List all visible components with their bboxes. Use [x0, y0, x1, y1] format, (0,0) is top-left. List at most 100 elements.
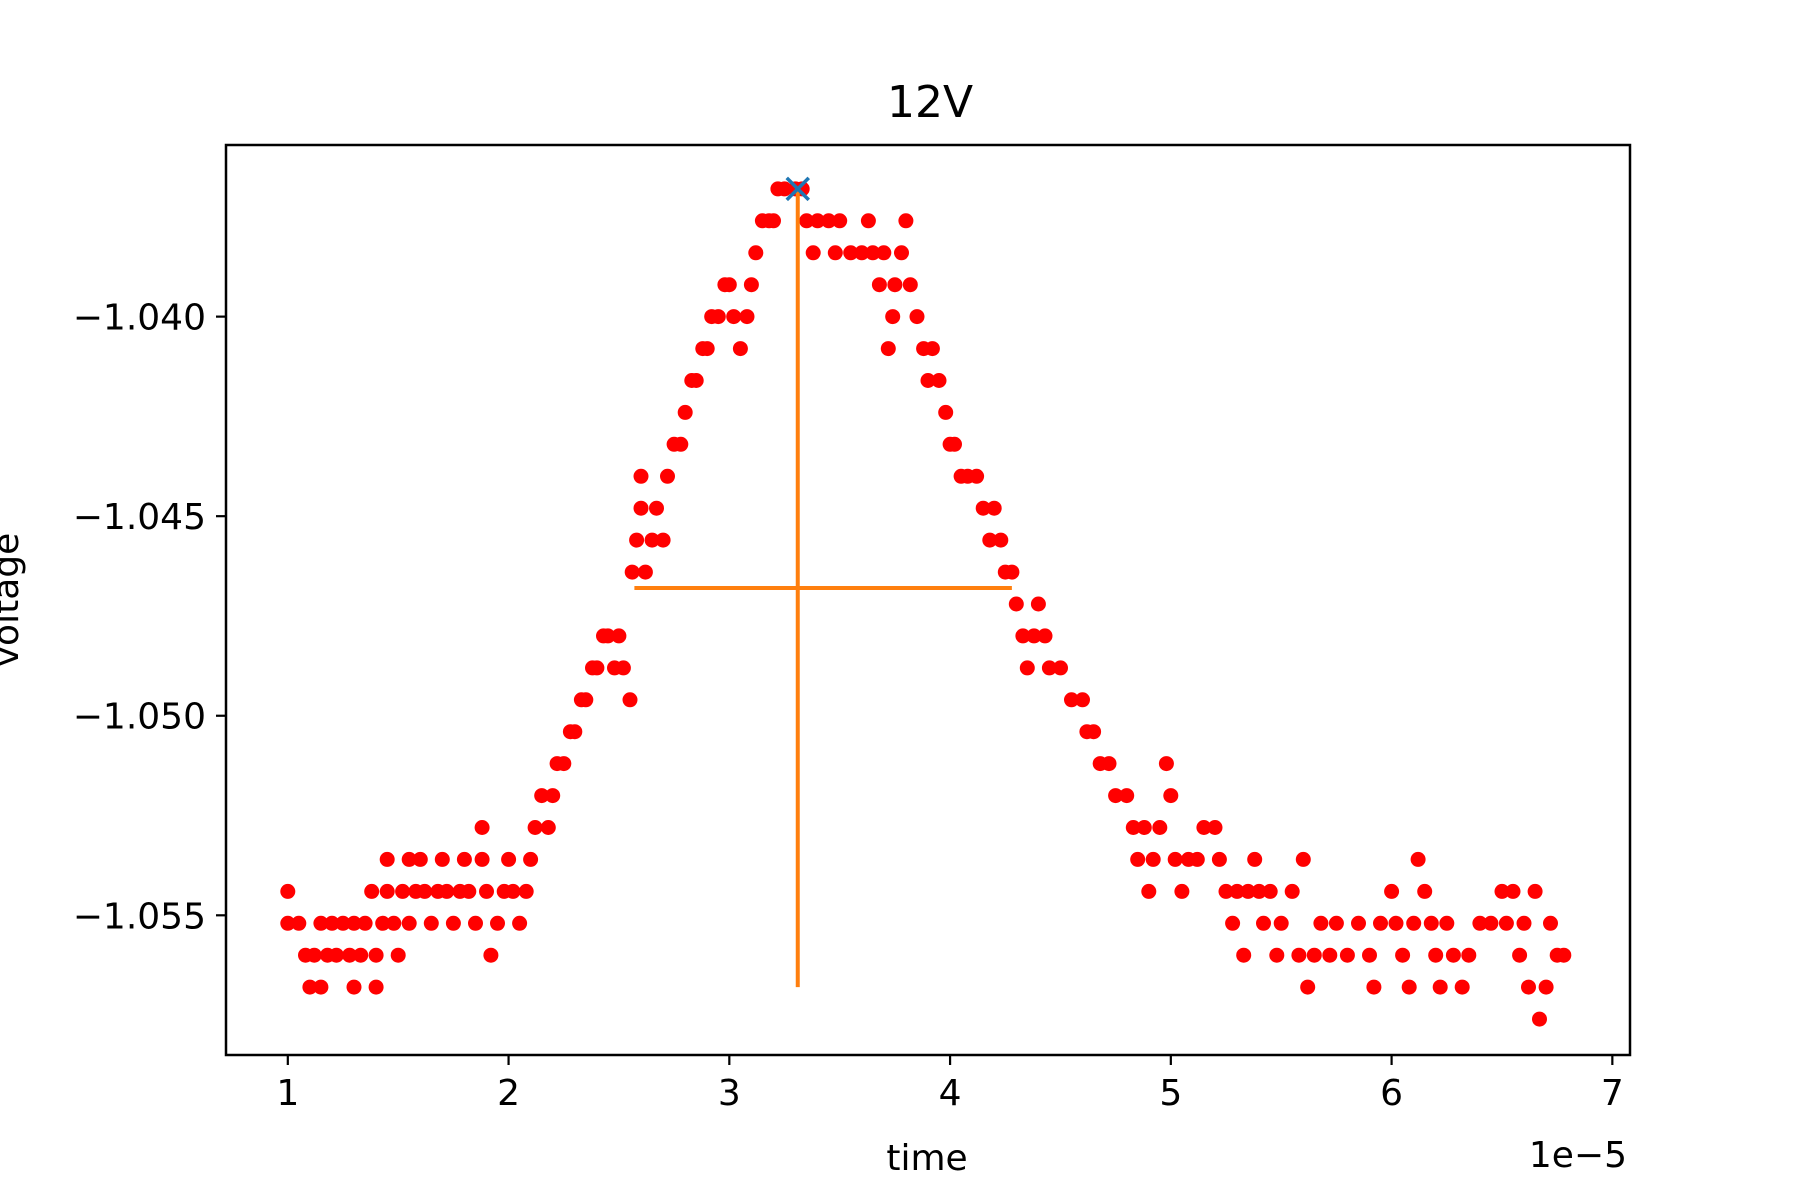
chart-title: 12V	[887, 77, 973, 128]
data-point-0-167	[1218, 883, 1234, 899]
data-point-0-119	[909, 309, 925, 325]
data-point-0-44	[490, 915, 505, 931]
data-point-0-131	[982, 532, 998, 548]
data-point-0-208	[1498, 915, 1514, 931]
data-point-0-185	[1328, 915, 1344, 931]
x-axis-offset-text: 1e−5	[1529, 1135, 1627, 1176]
data-point-0-58	[567, 724, 583, 740]
data-point-0-51	[527, 820, 543, 835]
data-point-0-40	[474, 851, 490, 867]
data-point-0-168	[1225, 915, 1241, 931]
data-point-0-138	[1019, 660, 1035, 676]
data-point-0-106	[832, 213, 848, 229]
data-point-0-69	[624, 564, 640, 580]
data-point-0-67	[615, 660, 631, 676]
data-point-0-191	[1384, 883, 1400, 899]
data-point-0-30	[417, 883, 433, 899]
data-point-0-158	[1158, 756, 1174, 772]
data-point-0-46	[501, 851, 517, 867]
data-point-0-210	[1512, 947, 1528, 963]
plot-data-layer	[280, 176, 1572, 1027]
data-point-0-1	[280, 915, 296, 931]
data-point-0-145	[1075, 692, 1090, 708]
data-point-0-209	[1505, 883, 1521, 899]
data-point-0-137	[1015, 628, 1031, 644]
data-point-0-157	[1152, 820, 1168, 835]
data-point-0-200	[1432, 979, 1448, 995]
data-point-0-212	[1521, 979, 1536, 995]
x-axis-ticks: 1 2 3 4 5 6 7	[276, 1055, 1624, 1114]
data-point-0-10	[328, 947, 344, 963]
data-point-0-54	[545, 788, 561, 804]
data-point-0-204	[1461, 947, 1477, 963]
data-point-0-49	[518, 883, 534, 899]
data-point-0-56	[556, 756, 572, 772]
data-point-0-196	[1410, 851, 1426, 867]
data-point-0-180	[1295, 851, 1311, 867]
data-point-0-15	[353, 947, 369, 963]
data-point-0-133	[993, 532, 1009, 548]
data-point-0-156	[1145, 851, 1161, 867]
data-point-0-199	[1428, 947, 1444, 963]
data-point-0-16	[357, 915, 373, 931]
data-point-0-165	[1207, 820, 1223, 835]
data-point-0-110	[865, 245, 881, 261]
data-point-0-109	[860, 213, 876, 229]
data-point-0-2	[291, 915, 307, 931]
data-point-0-193	[1395, 947, 1411, 963]
data-point-0-43	[483, 947, 499, 963]
x-tick-label-6: 7	[1601, 1073, 1624, 1114]
data-point-0-170	[1236, 947, 1252, 963]
data-point-0-151	[1119, 788, 1135, 804]
data-point-0-37	[456, 851, 472, 867]
data-point-0-22	[379, 883, 395, 899]
data-point-0-60	[578, 692, 594, 708]
data-point-0-42	[479, 883, 494, 899]
data-point-0-118	[902, 277, 918, 293]
data-point-0-176	[1269, 947, 1285, 963]
data-point-0-39	[468, 915, 483, 931]
data-point-0-88	[721, 277, 737, 293]
data-point-0-102	[805, 245, 821, 261]
data-point-0-177	[1273, 915, 1289, 931]
data-point-0-73	[637, 564, 653, 580]
data-point-0-24	[390, 947, 406, 963]
data-point-0-175	[1262, 883, 1278, 899]
data-point-0-112	[876, 245, 892, 261]
data-point-0-218	[1556, 947, 1572, 963]
data-point-0-186	[1339, 947, 1355, 963]
y-tick-label-3: −1.055	[73, 896, 206, 937]
data-point-0-93	[748, 245, 764, 261]
data-point-0-216	[1543, 915, 1558, 931]
data-point-0-142	[1041, 660, 1057, 676]
data-point-0-174	[1256, 915, 1271, 931]
y-axis-label: voltage	[0, 533, 27, 668]
data-point-0-155	[1141, 883, 1157, 899]
data-point-0-116	[894, 245, 909, 261]
data-point-0-144	[1064, 692, 1079, 708]
data-point-0-6	[313, 979, 329, 995]
x-tick-label-2: 3	[718, 1073, 741, 1114]
data-point-0-82	[688, 373, 704, 388]
y-tick-label-0: −1.040	[73, 298, 206, 339]
data-point-0-172	[1247, 851, 1263, 867]
data-point-0-29	[412, 851, 428, 867]
data-point-0-206	[1483, 915, 1499, 931]
data-point-0-90	[732, 341, 748, 357]
data-point-0-31	[423, 915, 439, 931]
data-point-0-215	[1538, 979, 1554, 995]
data-point-0-149	[1101, 756, 1117, 772]
data-point-0-105	[827, 245, 843, 261]
x-tick-label-4: 5	[1159, 1073, 1182, 1114]
data-point-0-89	[726, 309, 742, 325]
data-point-0-12	[342, 947, 358, 963]
data-point-0-71	[633, 500, 649, 516]
data-point-0-195	[1406, 915, 1422, 931]
data-point-0-111	[871, 277, 887, 293]
data-point-0-74	[644, 532, 660, 548]
data-point-0-150	[1108, 788, 1124, 804]
data-point-0-98	[777, 181, 792, 197]
data-point-0-70	[629, 532, 645, 548]
data-point-0-62	[589, 660, 605, 676]
